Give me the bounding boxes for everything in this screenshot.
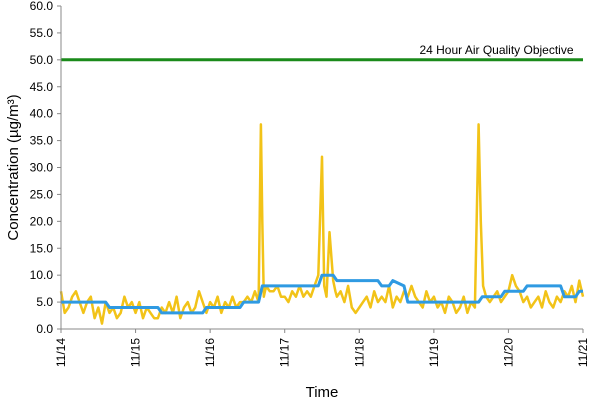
y-tick-label: 55.0 (30, 26, 54, 40)
y-tick-label: 50.0 (30, 53, 54, 67)
y-tick-label: 25.0 (30, 187, 54, 201)
series-line-rolling (61, 273, 583, 315)
y-axis-ticks: 0.0 5.0 10.0 15.0 20.0 25.0 30.0 35.0 40.0 45.0 50… (30, 0, 61, 336)
y-tick-label: 0.0 (36, 322, 53, 336)
y-tick-label: 5.0 (36, 295, 53, 309)
x-axis-title: Time (306, 384, 339, 400)
y-tick-label: 40.0 (30, 107, 54, 121)
y-tick-label: 45.0 (30, 80, 54, 94)
y-tick-label: 30.0 (30, 161, 54, 175)
x-axis-ticks: 11/14 11/15 11/16 11/17 11/18 11/19 11/20 11/21 (54, 329, 590, 367)
x-tick-label: 11/14 (54, 338, 68, 367)
x-tick-label: 11/19 (427, 338, 441, 367)
x-tick-label: 11/21 (576, 338, 590, 367)
y-axis-title: Concentration (µg/m³) (5, 94, 22, 240)
x-tick-label: 11/15 (129, 338, 143, 367)
x-tick-label: 11/20 (501, 338, 515, 367)
y-tick-label: 20.0 (30, 214, 54, 228)
y-tick-label: 60.0 (30, 0, 54, 13)
series-layer (59, 58, 585, 325)
x-tick-label: 11/17 (278, 338, 292, 367)
objective-annotation: 24 Hour Air Quality Objective (419, 43, 573, 57)
x-tick-label: 11/16 (203, 338, 217, 367)
y-tick-label: 35.0 (30, 134, 54, 148)
y-tick-label: 15.0 (30, 241, 54, 255)
x-tick-label: 11/18 (352, 338, 366, 367)
y-tick-label: 10.0 (30, 268, 54, 282)
